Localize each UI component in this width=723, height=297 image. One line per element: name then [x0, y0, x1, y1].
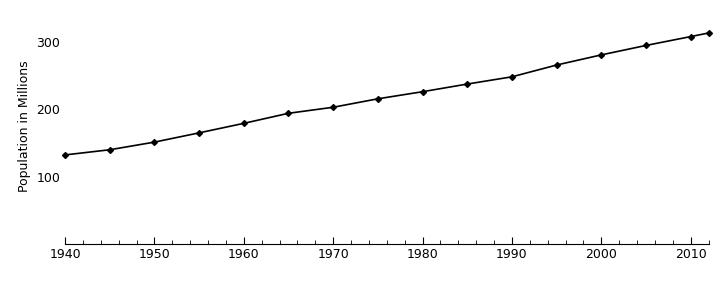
Y-axis label: Population in Millions: Population in Millions: [18, 60, 31, 192]
